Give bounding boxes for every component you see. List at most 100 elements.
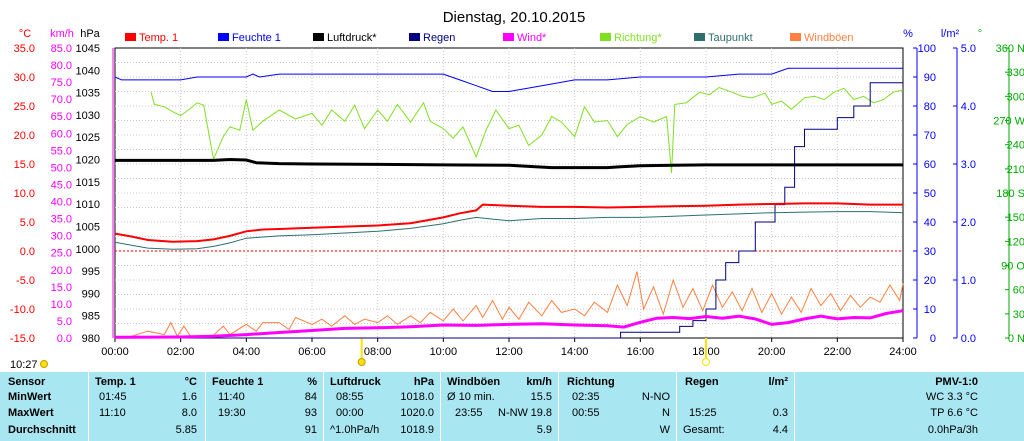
direction-r2-time: 00:55	[572, 407, 600, 419]
wind-tick-label: 0.0	[57, 333, 72, 345]
temp-header: Temp. 1	[95, 376, 136, 388]
gust-unit: km/h	[526, 376, 552, 388]
temp-tick-label: 10.0	[14, 188, 35, 200]
pmv-dewpoint: TP 6.6 °C	[930, 407, 978, 419]
gust-max-time: 23:55	[455, 407, 483, 419]
humidity-tick-label: 10	[924, 304, 936, 316]
rain-unit: l/m²	[768, 376, 788, 388]
current-time-marker	[40, 360, 48, 368]
legend-swatch	[790, 33, 801, 41]
legend-label: Luftdruck*	[327, 32, 377, 44]
legend-label: Temp. 1	[139, 32, 178, 44]
humidity-column: Feuchte 1 % 11:40 84 19:30 93 91	[206, 372, 323, 441]
direction-tick-label: 330	[1007, 67, 1024, 79]
current-time-label: 10:27	[10, 359, 38, 371]
pressure-tick-label: 1015	[76, 177, 100, 189]
direction-tick-label: 150	[1007, 212, 1024, 224]
humidity-tick-label: 0	[930, 333, 936, 345]
humidity-tick-label: 40	[924, 217, 936, 229]
x-tick-label: 08:00	[364, 346, 392, 358]
rain-tick-label: 5.0	[961, 43, 976, 55]
x-tick-label: 14:00	[561, 346, 589, 358]
pressure-max-value: 1020.0	[400, 407, 434, 419]
gust-avg-value: 5.9	[536, 424, 552, 436]
direction-r2-dir: N	[662, 407, 670, 419]
separator	[676, 372, 677, 441]
series-line	[114, 271, 904, 339]
temp-tick-label: 35.0	[14, 43, 35, 55]
x-tick-label: 04:00	[233, 346, 261, 358]
temp-unit: °C	[184, 376, 197, 388]
rain-total-label: Gesamt:	[683, 424, 725, 436]
rain-max-value: 0.3	[772, 407, 788, 419]
direction-avg: W	[659, 424, 670, 436]
legend-swatch	[218, 33, 229, 41]
separator	[88, 372, 89, 441]
x-tick-label: 12:00	[495, 346, 523, 358]
temp-tick-label: 30.0	[14, 72, 35, 84]
pmv-header: PMV-1:0	[935, 376, 978, 388]
gust-max-direction: N-NW	[498, 407, 528, 419]
rain-tick-label: 0.0	[961, 333, 976, 345]
humidity-min-time: 11:40	[218, 391, 245, 403]
pressure-tick-label: 1040	[76, 65, 100, 77]
pressure-axis-unit: hPa	[80, 28, 100, 40]
gust-header: Windböen	[447, 376, 501, 388]
series-line	[115, 82, 903, 339]
wind-tick-label: 45.0	[51, 179, 72, 191]
legend-label: Taupunkt	[708, 32, 753, 44]
pressure-min-time: 08:55	[336, 391, 364, 403]
wind-tick-label: 30.0	[51, 231, 72, 243]
temp-tick-label: -10.0	[10, 304, 35, 316]
pressure-trend: ^1.0hPa/h	[330, 424, 380, 436]
sunset-marker	[702, 358, 710, 366]
wind-tick-label: 60.0	[51, 128, 72, 140]
humidity-avg-value: 91	[304, 424, 317, 436]
humidity-header: Feuchte 1	[212, 376, 264, 388]
direction-tick-label: 210	[1007, 164, 1024, 176]
gust-avg10-label: Ø 10 min.	[447, 391, 495, 403]
legend-label: Feuchte 1	[232, 32, 281, 44]
humidity-axis-unit: %	[903, 28, 913, 40]
wind-tick-label: 10.0	[51, 299, 72, 311]
rain-axis-unit: l/m²	[941, 28, 960, 40]
pressure-unit: hPa	[413, 376, 434, 388]
pressure-tick-label: 995	[82, 266, 100, 278]
wind-tick-label: 85.0	[51, 43, 72, 55]
sensor-header: Sensor	[8, 376, 46, 388]
direction-tick-label: 270 W	[993, 116, 1024, 128]
separator	[440, 372, 441, 441]
rain-column: Regen l/m² 15:25 0.3 Gesamt: 4.4	[677, 372, 794, 441]
humidity-tick-label: 80	[924, 101, 936, 113]
x-tick-label: 02:00	[167, 346, 195, 358]
x-tick-label: 16:00	[627, 346, 655, 358]
series-line	[115, 157, 903, 170]
legend-label: Windböen	[804, 32, 854, 44]
separator	[205, 372, 206, 441]
temp-tick-label: 5.0	[20, 217, 35, 229]
direction-r1-dir: N-NO	[641, 391, 670, 403]
rain-tick-label: 1.0	[961, 275, 976, 287]
rain-tick-label: 3.0	[961, 159, 976, 171]
rain-header: Regen	[685, 376, 719, 388]
humidity-tick-label: 100	[918, 43, 936, 55]
temp-min-value: 1.6	[181, 391, 197, 403]
wind-tick-label: 5.0	[57, 316, 72, 328]
temp-tick-label: 0.0	[20, 246, 35, 258]
gust-avg10-value: 15.5	[530, 391, 552, 403]
humidity-tick-label: 50	[924, 188, 936, 200]
wind-tick-label: 20.0	[51, 265, 72, 277]
separator	[794, 372, 795, 441]
series-layer	[114, 67, 904, 339]
weather-chart: Dienstag, 20.10.2015 00:00 02:00 04:00 06:0…	[10, 9, 1024, 371]
sunrise-marker	[357, 358, 366, 366]
row-label-min: MinWert	[8, 391, 52, 403]
pressure-column: Luftdruck hPa 08:55 1018.0 00:00 1020.0 …	[324, 372, 440, 441]
x-tick-label: 24:00	[889, 346, 917, 358]
pressure-tick-label: 1000	[76, 244, 100, 256]
legend: Temp. 1 Feuchte 1 Luftdruck* Regen Wind* Rich…	[125, 32, 854, 44]
rain-total-value: 4.4	[772, 424, 788, 436]
temp-max-value: 8.0	[181, 407, 197, 419]
pressure-tick-label: 1025	[76, 132, 100, 144]
chart-title: Dienstag, 20.10.2015	[443, 9, 586, 26]
